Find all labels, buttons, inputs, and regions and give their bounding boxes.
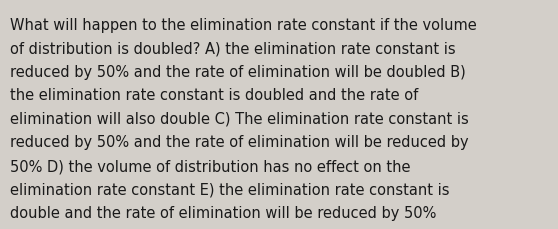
Text: double and the rate of elimination will be reduced by 50%: double and the rate of elimination will … (10, 205, 436, 220)
Text: reduced by 50% and the rate of elimination will be doubled B): reduced by 50% and the rate of eliminati… (10, 65, 466, 80)
Text: reduced by 50% and the rate of elimination will be reduced by: reduced by 50% and the rate of eliminati… (10, 135, 469, 150)
Text: What will happen to the elimination rate constant if the volume: What will happen to the elimination rate… (10, 18, 477, 33)
Text: elimination will also double C) The elimination rate constant is: elimination will also double C) The elim… (10, 112, 469, 126)
Text: 50% D) the volume of distribution has no effect on the: 50% D) the volume of distribution has no… (10, 158, 411, 173)
Text: the elimination rate constant is doubled and the rate of: the elimination rate constant is doubled… (10, 88, 418, 103)
Text: elimination rate constant E) the elimination rate constant is: elimination rate constant E) the elimina… (10, 182, 450, 197)
Text: of distribution is doubled? A) the elimination rate constant is: of distribution is doubled? A) the elimi… (10, 41, 456, 56)
